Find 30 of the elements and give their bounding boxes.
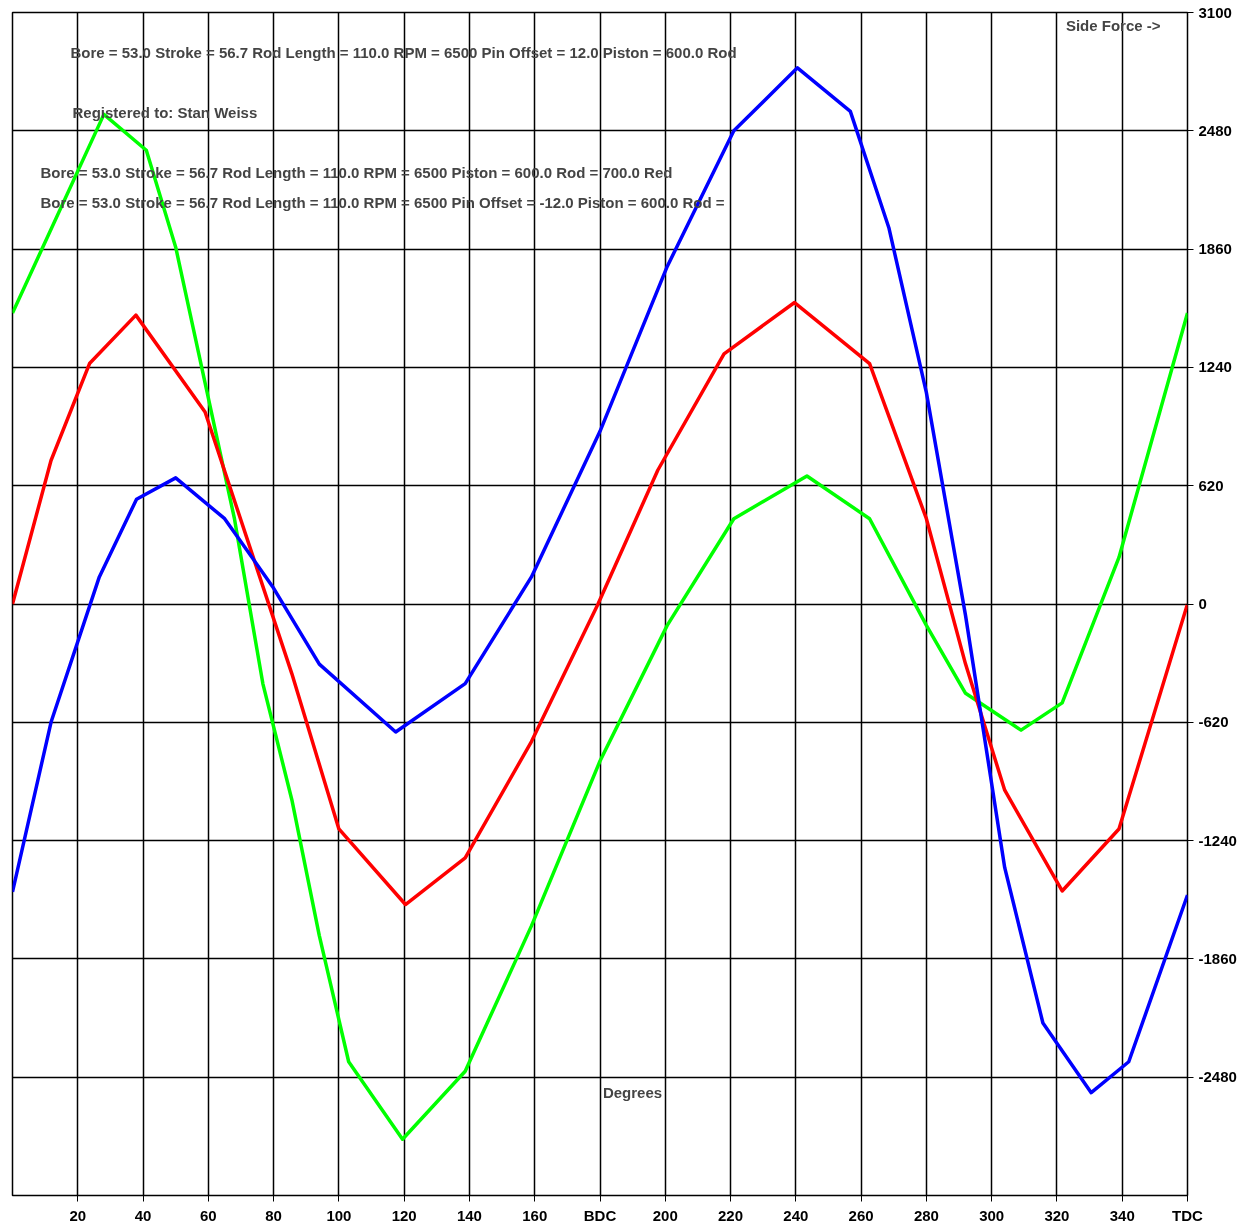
x-tick-label: 160 <box>522 1206 548 1224</box>
x-tick-label: 60 <box>199 1206 217 1224</box>
x-tick-label: 340 <box>1109 1206 1135 1224</box>
y-tick-label: -1860 <box>1198 949 1237 967</box>
x-tick-label: TDC <box>1172 1206 1204 1224</box>
y-tick-label: -1240 <box>1198 831 1237 849</box>
y-tick-label: 620 <box>1198 476 1224 494</box>
x-tick-label: 260 <box>848 1206 874 1224</box>
x-axis-title: Degrees <box>602 1083 663 1101</box>
y-tick-label: -620 <box>1198 713 1229 731</box>
y-tick-label: 0 <box>1198 595 1207 612</box>
x-tick-label: 320 <box>1044 1206 1070 1224</box>
x-tick-label: 300 <box>979 1206 1005 1224</box>
x-tick-label: 100 <box>326 1206 352 1224</box>
x-tick-label: 220 <box>718 1206 744 1224</box>
x-tick-label: 280 <box>913 1206 939 1224</box>
x-tick-label: 80 <box>265 1206 282 1224</box>
x-tick-label: 200 <box>652 1206 678 1224</box>
y-tick-label: 3100 <box>1198 3 1232 21</box>
y-tick-label: 2480 <box>1198 121 1232 139</box>
x-tick-label: BDC <box>583 1206 617 1224</box>
y-tick-label: 1860 <box>1198 240 1232 258</box>
y-tick-label: -2480 <box>1198 1068 1237 1086</box>
line-series <box>12 300 1188 907</box>
x-tick-label: 240 <box>783 1206 809 1224</box>
y-tick-label: 1240 <box>1198 358 1232 376</box>
x-tick-label: 120 <box>391 1206 417 1224</box>
x-tick-label: 140 <box>456 1206 482 1224</box>
x-tick-label: 20 <box>69 1206 87 1224</box>
x-tick-label: 40 <box>134 1206 152 1224</box>
